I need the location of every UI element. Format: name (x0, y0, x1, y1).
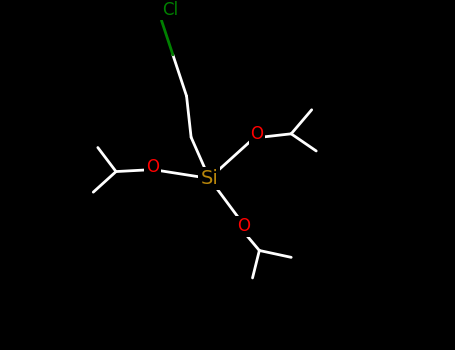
Text: Cl: Cl (162, 1, 178, 19)
Text: O: O (237, 217, 250, 236)
Text: Si: Si (200, 169, 218, 188)
Text: O: O (251, 126, 263, 144)
Text: O: O (146, 158, 159, 176)
